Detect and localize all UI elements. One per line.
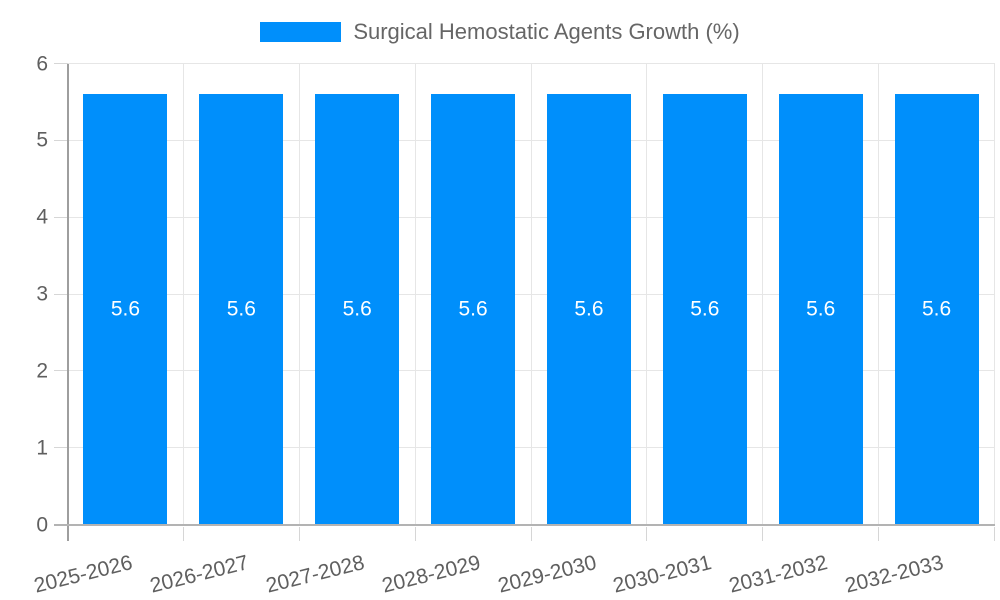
x-axis-tick <box>530 526 532 541</box>
bar-value-label: 5.6 <box>806 297 836 321</box>
bar-value-label: 5.6 <box>574 297 604 321</box>
y-axis-tick-label: 6 <box>36 52 48 75</box>
y-axis-tick <box>54 447 68 449</box>
x-gridline <box>646 63 648 525</box>
x-gridline <box>762 63 764 525</box>
bar-value-label: 5.6 <box>226 297 256 321</box>
bar-2027-2028[interactable] <box>315 94 400 525</box>
x-axis-category-label: 2031-2032 <box>726 551 831 598</box>
x-axis-tick <box>878 526 880 541</box>
y-axis-tick-label: 2 <box>36 359 48 383</box>
bar-2029-2030[interactable] <box>546 94 631 525</box>
bar-2032-2033[interactable] <box>894 94 979 525</box>
bar-value-label: 5.6 <box>110 297 141 321</box>
x-axis-category-label: 2029-2030 <box>495 551 599 598</box>
y-axis-tick <box>54 139 68 141</box>
legend: Surgical Hemostatic Agents Growth (%) <box>0 20 1000 44</box>
x-axis-category-label: 2027-2028 <box>263 551 367 598</box>
bar-value-label: 5.6 <box>458 297 488 321</box>
bar-value-label: 5.6 <box>690 297 720 321</box>
x-gridline <box>298 63 300 525</box>
bar-2030-2031[interactable] <box>662 94 747 525</box>
legend-item[interactable]: Surgical Hemostatic Agents Growth (%) <box>260 19 740 44</box>
bar-2028-2029[interactable] <box>431 94 516 525</box>
x-axis-tick <box>762 526 764 541</box>
bar-2026-2027[interactable] <box>199 94 284 525</box>
x-axis-category-label: 2026-2027 <box>147 551 251 598</box>
y-axis-tick-label: 4 <box>36 205 48 229</box>
y-axis-line <box>66 63 69 541</box>
x-axis-tick <box>994 526 995 541</box>
bar-value-label: 5.6 <box>921 297 952 321</box>
x-axis-category-label: 2028-2029 <box>379 551 483 598</box>
bar-2025-2026[interactable] <box>83 94 168 525</box>
y-axis-tick <box>54 63 68 64</box>
x-axis-tick <box>182 526 184 541</box>
y-axis-tick <box>54 216 68 218</box>
x-axis-tick <box>298 526 300 541</box>
x-axis-tick <box>646 526 648 541</box>
y-axis-tick-label: 1 <box>36 436 48 460</box>
y-axis-tick <box>54 293 68 295</box>
x-gridline <box>878 63 880 525</box>
x-axis-category-label: 2030-2031 <box>611 551 715 598</box>
y-axis-tick-label: 3 <box>36 282 48 306</box>
x-axis-category-label: 2025-2026 <box>31 551 135 598</box>
x-axis-line <box>54 523 995 526</box>
bar-value-label: 5.6 <box>342 297 372 321</box>
bar-2031-2032[interactable] <box>778 94 863 525</box>
legend-label: Surgical Hemostatic Agents Growth (%) <box>353 19 740 44</box>
x-gridline <box>414 63 416 525</box>
x-axis-category-label: 2032-2033 <box>842 551 946 598</box>
y-axis-tick <box>54 370 68 372</box>
x-gridline <box>182 63 184 525</box>
y-axis-tick-label: 0 <box>36 513 48 536</box>
x-gridline <box>994 63 995 525</box>
x-gridline <box>530 63 532 525</box>
y-axis-tick-label: 5 <box>36 128 48 152</box>
x-axis-tick <box>414 526 416 541</box>
legend-swatch-icon <box>260 22 342 42</box>
